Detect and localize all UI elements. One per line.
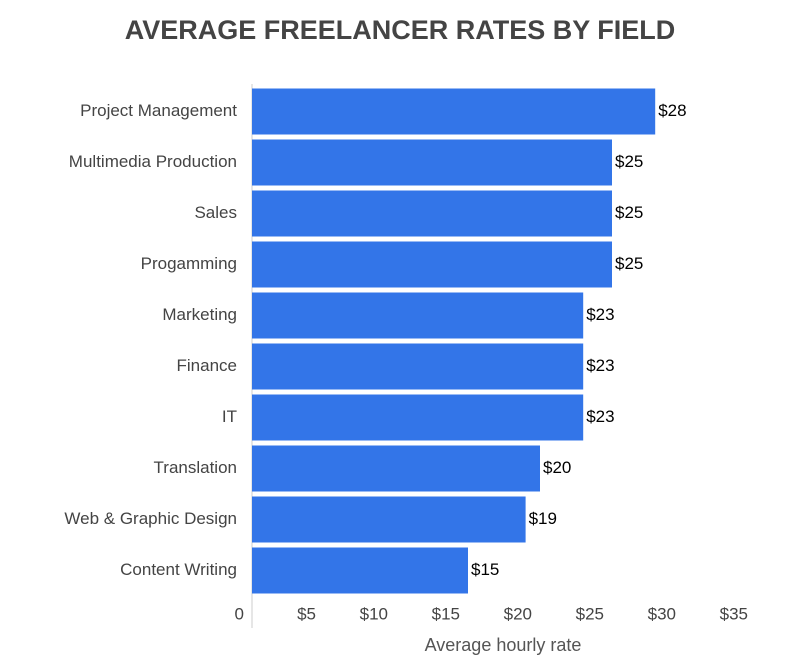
value-label: $19 (529, 509, 557, 528)
x-tick-label: $15 (432, 604, 460, 623)
value-label: $28 (658, 101, 686, 120)
y-tick-label: IT (222, 407, 237, 426)
y-tick-label: Translation (154, 458, 237, 477)
y-tick-label: Sales (194, 203, 237, 222)
bar (252, 241, 612, 288)
x-axis-title: Average hourly rate (425, 635, 582, 655)
bar (252, 88, 656, 135)
chart-title: AVERAGE FREELANCER RATES BY FIELD (125, 15, 676, 45)
y-tick-label: Multimedia Production (69, 152, 237, 171)
value-label: $20 (543, 458, 571, 477)
bar (252, 445, 540, 492)
y-tick-label: Web & Graphic Design (64, 509, 237, 528)
x-tick-label: $30 (648, 604, 676, 623)
bar (252, 547, 468, 594)
x-tick-label: $10 (360, 604, 388, 623)
x-tick-label: $5 (297, 604, 316, 623)
y-tick-label: Progamming (141, 254, 237, 273)
value-label: $25 (615, 203, 643, 222)
value-label: $23 (586, 356, 614, 375)
x-tick-label: $20 (504, 604, 532, 623)
y-tick-label: Project Management (80, 101, 237, 120)
bar (252, 292, 584, 339)
bar (252, 394, 584, 441)
x-tick-label: $35 (720, 604, 748, 623)
y-tick-label: Finance (177, 356, 237, 375)
x-tick-label: $25 (576, 604, 604, 623)
value-label: $23 (586, 305, 614, 324)
value-label: $25 (615, 254, 643, 273)
bar (252, 343, 584, 390)
y-tick-label: Marketing (162, 305, 237, 324)
value-label: $23 (586, 407, 614, 426)
bar (252, 139, 612, 186)
x-tick-label: 0 (235, 604, 244, 623)
value-label: $15 (471, 560, 499, 579)
bar (252, 190, 612, 237)
y-tick-label: Content Writing (120, 560, 237, 579)
value-label: $25 (615, 152, 643, 171)
bar (252, 496, 526, 543)
